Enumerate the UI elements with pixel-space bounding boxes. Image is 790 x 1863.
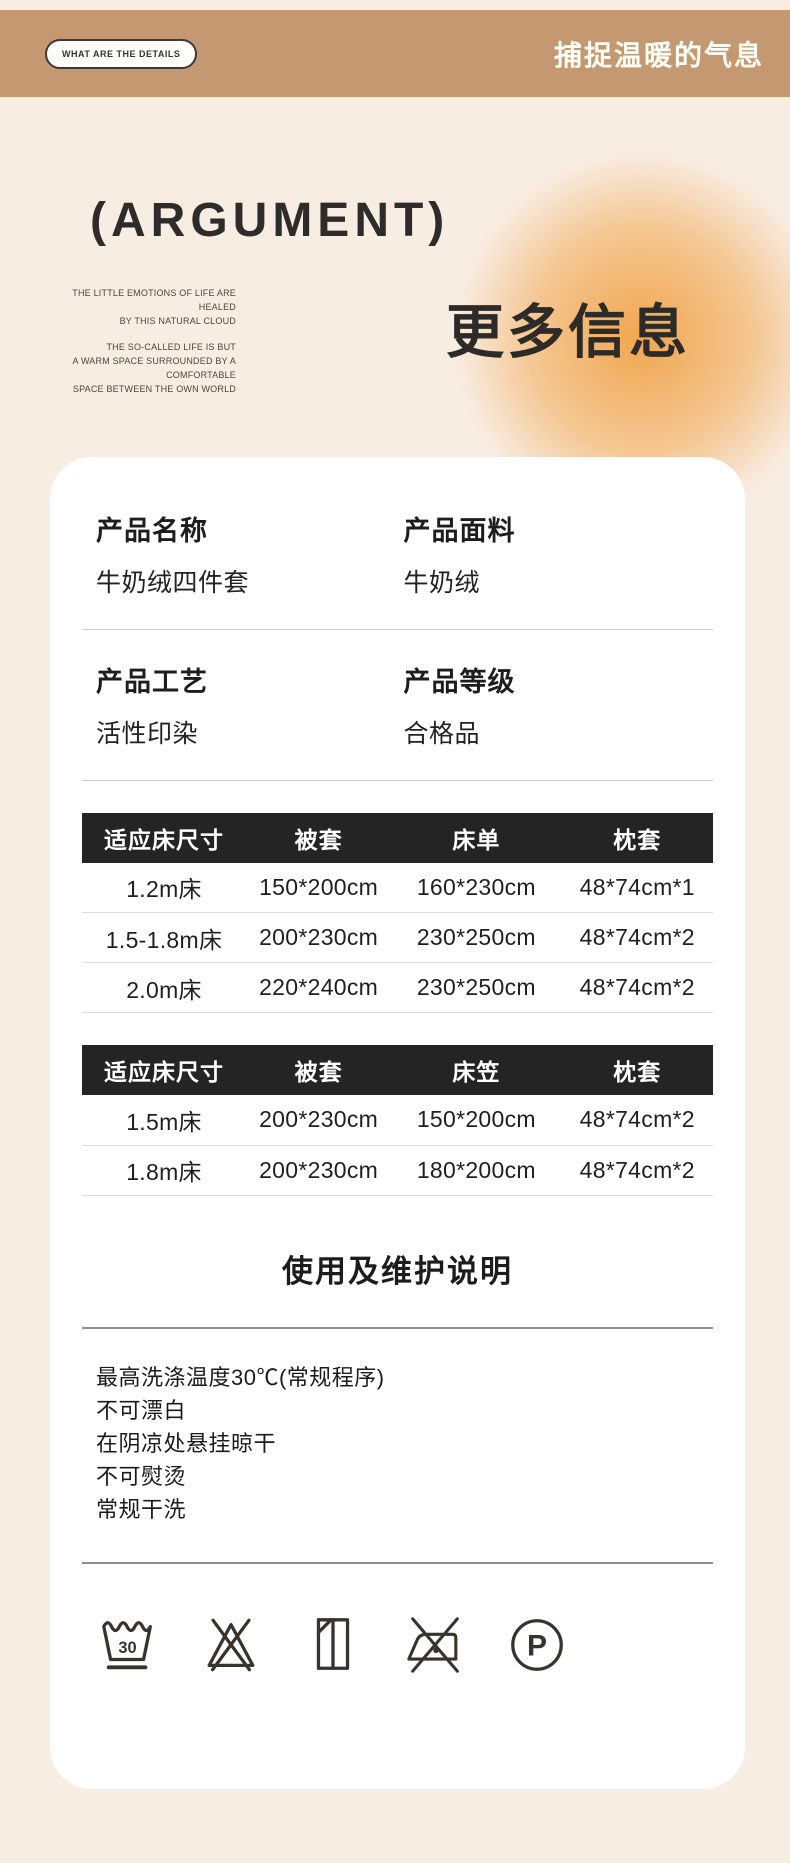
column-header: 床单 [391, 812, 562, 863]
spec-label: 产品等级 [403, 666, 516, 697]
tagline-line: THE LITTLE EMOTIONS OF LIFE ARE HEALED [72, 288, 236, 312]
size-table-fitted: 适应床尺寸 被套 床笠 枕套 1.5m床 200*230cm 150*200cm… [82, 1045, 713, 1196]
spec-product-name: 产品名称 牛奶绒四件套 [96, 509, 398, 599]
table-cell: 150*200cm [391, 1095, 562, 1146]
divider [82, 1326, 713, 1329]
care-line: 常规干洗 [96, 1496, 187, 1522]
spec-label: 产品工艺 [96, 666, 208, 697]
tagline-line: A WARM SPACE SURROUNDED BY A COMFORTABLE [72, 355, 236, 380]
spec-label: 产品面料 [403, 515, 516, 546]
dry-clean-p-icon: P [506, 1614, 568, 1676]
hero-section: (ARGUMENT) THE LITTLE EMOTIONS OF LIFE A… [0, 97, 790, 529]
column-header: 适应床尺寸 [82, 1045, 247, 1096]
column-header: 适应床尺寸 [82, 812, 247, 863]
size-table-sheet: 适应床尺寸 被套 床单 枕套 1.2m床 150*200cm 160*230cm… [82, 812, 713, 1014]
table-header-row: 适应床尺寸 被套 床笠 枕套 [82, 1045, 713, 1096]
tagline-block-1: THE LITTLE EMOTIONS OF LIFE ARE HEALED B… [58, 287, 236, 329]
hero-row: THE LITTLE EMOTIONS OF LIFE ARE HEALED B… [0, 287, 790, 397]
wash-30-icon: 30 [98, 1614, 160, 1676]
divider [82, 628, 713, 630]
table-cell: 48*74cm*2 [561, 1095, 713, 1146]
spec-value: 合格品 [403, 719, 481, 748]
more-info-title: 更多信息 [445, 300, 690, 365]
product-info-card: 产品名称 牛奶绒四件套 产品面料 牛奶绒 产品工艺 活性印染 产品等级 合格品 … [50, 456, 745, 1789]
spec-product-fabric: 产品面料 牛奶绒 [398, 509, 700, 599]
care-line: 最高洗涤温度30℃(常规程序) [96, 1364, 385, 1390]
table-header-row: 适应床尺寸 被套 床单 枕套 [82, 812, 713, 863]
table-cell: 200*230cm [246, 1145, 392, 1196]
table-cell: 1.5m床 [82, 1095, 247, 1146]
column-header: 被套 [246, 812, 392, 863]
spec-product-craft: 产品工艺 活性印染 [96, 660, 398, 750]
spec-value: 牛奶绒四件套 [96, 568, 250, 597]
no-bleach-icon [200, 1614, 262, 1676]
table-cell: 200*230cm [246, 912, 392, 964]
divider [82, 1561, 713, 1564]
table-cell: 200*230cm [246, 1095, 392, 1146]
care-icons-row: 30 [98, 1614, 713, 1676]
table-row: 2.0m床 220*240cm 230*250cm 48*74cm*2 [82, 962, 713, 1014]
table-row: 1.5-1.8m床 200*230cm 230*250cm 48*74cm*2 [82, 912, 713, 964]
column-header: 枕套 [561, 812, 713, 863]
care-line: 不可熨烫 [96, 1463, 187, 1489]
care-section-title: 使用及维护说明 [282, 1253, 513, 1289]
column-header: 被套 [246, 1045, 392, 1096]
table-cell: 160*230cm [391, 862, 562, 914]
dry-clean-letter: P [527, 1629, 547, 1662]
tagline-line: THE SO-CALLED LIFE IS BUT [106, 341, 236, 352]
spec-value: 活性印染 [96, 719, 199, 748]
header-band: WHAT ARE THE DETAILS 捕捉温暖的气息 [0, 10, 790, 97]
tagline-block-2: THE SO-CALLED LIFE IS BUT A WARM SPACE S… [58, 341, 236, 397]
table-cell: 1.8m床 [82, 1145, 247, 1196]
spec-label: 产品名称 [96, 515, 208, 546]
table-cell: 180*200cm [391, 1145, 562, 1196]
spec-row-2: 产品工艺 活性印染 产品等级 合格品 [82, 660, 713, 750]
spec-row-1: 产品名称 牛奶绒四件套 产品面料 牛奶绒 [82, 509, 713, 599]
table-cell: 230*250cm [391, 962, 562, 1014]
table-cell: 48*74cm*2 [561, 1145, 713, 1196]
care-line: 在阴凉处悬挂晾干 [96, 1430, 277, 1456]
care-instructions: 最高洗涤温度30℃(常规程序) 不可漂白 在阴凉处悬挂晾干 不可熨烫 常规干洗 [96, 1361, 699, 1526]
spec-value: 牛奶绒 [403, 568, 481, 597]
column-header: 枕套 [561, 1045, 713, 1096]
table-cell: 1.2m床 [82, 862, 247, 914]
table-row: 1.2m床 150*200cm 160*230cm 48*74cm*1 [82, 862, 713, 914]
argument-title: (ARGUMENT) [90, 194, 450, 247]
table-cell: 48*74cm*1 [561, 862, 713, 914]
table-cell: 48*74cm*2 [561, 962, 713, 1014]
spec-product-grade: 产品等级 合格品 [398, 660, 700, 750]
table-cell: 150*200cm [246, 862, 392, 914]
wash-temp-label: 30 [118, 1639, 136, 1657]
table-row: 1.5m床 200*230cm 150*200cm 48*74cm*2 [82, 1095, 713, 1146]
table-cell: 2.0m床 [82, 962, 247, 1014]
table-cell: 220*240cm [246, 962, 392, 1014]
column-header: 床笠 [391, 1045, 562, 1096]
no-iron-icon [404, 1614, 466, 1676]
table-row: 1.8m床 200*230cm 180*200cm 48*74cm*2 [82, 1145, 713, 1196]
divider [82, 779, 713, 781]
shade-line-dry-icon [302, 1614, 364, 1676]
care-line: 不可漂白 [96, 1397, 187, 1423]
tagline-line: SPACE BETWEEN THE OWN WORLD [72, 383, 236, 394]
details-pill-badge: WHAT ARE THE DETAILS [45, 38, 198, 69]
top-strip [0, 0, 790, 10]
header-slogan: 捕捉温暖的气息 [553, 39, 764, 71]
table-cell: 48*74cm*2 [561, 912, 713, 964]
table-cell: 1.5-1.8m床 [82, 912, 247, 964]
tagline-line: BY THIS NATURAL CLOUD [119, 315, 236, 326]
table-cell: 230*250cm [391, 912, 562, 964]
english-taglines: THE LITTLE EMOTIONS OF LIFE ARE HEALED B… [58, 287, 236, 397]
